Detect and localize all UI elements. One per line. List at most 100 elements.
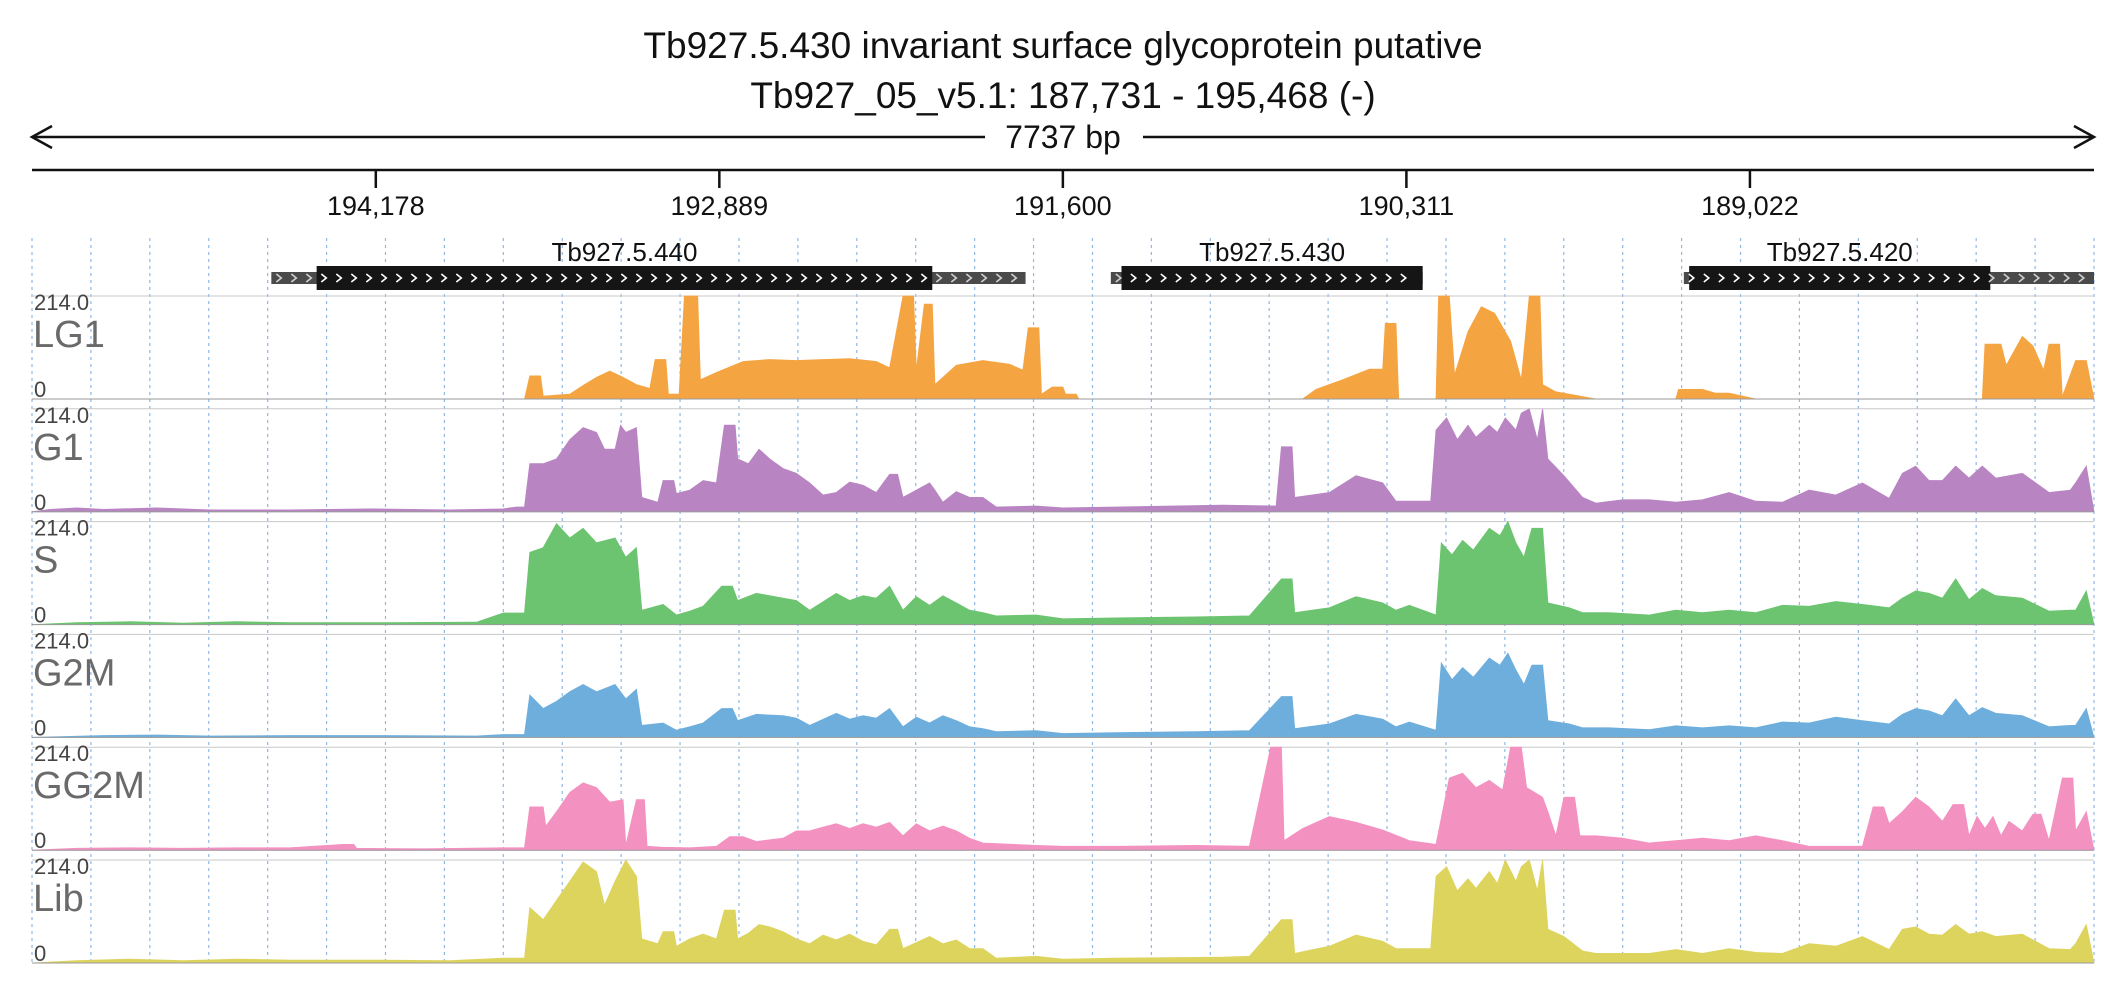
strand-arrow xyxy=(740,273,748,283)
strand-arrow xyxy=(1115,273,1123,283)
strand-arrow xyxy=(1778,273,1786,283)
strand-arrow xyxy=(1748,273,1756,283)
strand-arrow xyxy=(605,273,613,283)
strand-arrow xyxy=(1190,273,1198,283)
strand-arrow xyxy=(920,273,928,283)
gene-model: Tb927.5.430 xyxy=(1110,237,1423,290)
coverage-tracks: 214.00LG1214.00G1214.00S214.00G2M214.00G… xyxy=(31,290,2095,966)
strand-arrow xyxy=(830,273,838,283)
track-s: 214.0 0 S xyxy=(31,516,2095,628)
strand-arrow xyxy=(800,273,808,283)
strand-arrow xyxy=(1733,273,1741,283)
strand-arrow xyxy=(1898,273,1906,283)
chart-subtitle: Tb927_05_v5.1: 187,731 - 195,468 (-) xyxy=(750,75,1375,116)
track-lib: 214.0 0 Lib xyxy=(31,854,2095,966)
strand-arrow xyxy=(455,273,463,283)
strand-arrow xyxy=(890,273,898,283)
strand-arrow xyxy=(1370,273,1378,283)
strand-arrow xyxy=(935,273,943,283)
track-name: G2M xyxy=(33,652,115,694)
strand-arrow xyxy=(440,273,448,283)
strand-arrow xyxy=(290,273,298,283)
strand-arrow xyxy=(1220,273,1228,283)
gene-cds xyxy=(316,266,933,290)
strand-arrow xyxy=(1868,273,1876,283)
strand-arrow xyxy=(1265,273,1273,283)
strand-arrow xyxy=(845,273,853,283)
strand-arrow xyxy=(1823,273,1831,283)
strand-arrow xyxy=(2033,273,2041,283)
strand-arrow xyxy=(650,273,658,283)
strand-arrow xyxy=(1295,273,1303,283)
track-scale-max: 214.0 xyxy=(34,290,89,315)
strand-arrow xyxy=(335,273,343,283)
track-name: LG1 xyxy=(33,314,105,356)
track-g2m: 214.0 0 G2M xyxy=(31,628,2095,740)
strand-arrow xyxy=(1688,273,1696,283)
coverage-area xyxy=(31,652,2095,738)
strand-arrow xyxy=(1913,273,1921,283)
track-name: Lib xyxy=(33,878,84,920)
strand-arrow xyxy=(1973,273,1981,283)
track-name: G1 xyxy=(33,427,84,469)
strand-arrow xyxy=(980,273,988,283)
strand-arrow xyxy=(380,273,388,283)
x-axis-ticks: 194,178 192,889 191,600 190,311 189,022 xyxy=(327,170,1799,221)
strand-arrow xyxy=(1943,273,1951,283)
strand-arrow xyxy=(1853,273,1861,283)
track-name: GG2M xyxy=(33,765,145,807)
track-scale-min: 0 xyxy=(34,828,46,853)
strand-arrow xyxy=(905,273,913,283)
track-scale-min: 0 xyxy=(34,490,46,515)
strand-arrow xyxy=(365,273,373,283)
strand-arrow xyxy=(545,273,553,283)
gene-cds xyxy=(1689,266,1991,290)
strand-arrow xyxy=(1250,273,1258,283)
strand-arrow xyxy=(500,273,508,283)
strand-arrow xyxy=(470,273,478,283)
strand-arrow xyxy=(1703,273,1711,283)
tick-label: 189,022 xyxy=(1701,191,1799,221)
track-scale-max: 214.0 xyxy=(34,516,89,541)
strand-arrow xyxy=(2048,273,2056,283)
strand-arrow xyxy=(305,273,313,283)
track-scale-min: 0 xyxy=(34,377,46,402)
strand-arrow xyxy=(575,273,583,283)
tick-label: 190,311 xyxy=(1359,191,1455,221)
strand-arrow xyxy=(2078,273,2086,283)
strand-arrow xyxy=(1130,273,1138,283)
gene-label: Tb927.5.440 xyxy=(551,237,697,267)
gene-label: Tb927.5.420 xyxy=(1767,237,1913,267)
strand-arrow xyxy=(590,273,598,283)
track-gg2m: 214.0 0 GG2M xyxy=(31,741,2095,853)
strand-arrow xyxy=(425,273,433,283)
strand-arrow xyxy=(1400,273,1408,283)
gene-model: Tb927.5.440 xyxy=(271,237,1026,290)
strand-arrow xyxy=(2063,273,2071,283)
strand-arrow xyxy=(1385,273,1393,283)
span-length-label: 7737 bp xyxy=(1005,119,1121,155)
strand-arrow xyxy=(395,273,403,283)
strand-arrow xyxy=(1883,273,1891,283)
strand-arrow xyxy=(1928,273,1936,283)
strand-arrow xyxy=(1838,273,1846,283)
strand-arrow xyxy=(2018,273,2026,283)
track-scale-max: 214.0 xyxy=(34,741,89,766)
track-scale-min: 0 xyxy=(34,603,46,628)
strand-arrow xyxy=(950,273,958,283)
gene-model: Tb927.5.420 xyxy=(1683,237,2094,290)
strand-arrow xyxy=(1310,273,1318,283)
strand-arrow xyxy=(1340,273,1348,283)
strand-arrow xyxy=(485,273,493,283)
track-name: S xyxy=(33,540,58,582)
strand-arrow xyxy=(665,273,673,283)
gene-label: Tb927.5.430 xyxy=(1199,237,1345,267)
strand-arrow xyxy=(1160,273,1168,283)
strand-arrow xyxy=(1808,273,1816,283)
strand-arrow xyxy=(725,273,733,283)
coverage-area xyxy=(32,295,2095,400)
track-lg1: 214.0 0 LG1 xyxy=(32,290,2095,402)
track-scale-min: 0 xyxy=(34,715,46,740)
strand-arrow xyxy=(320,273,328,283)
